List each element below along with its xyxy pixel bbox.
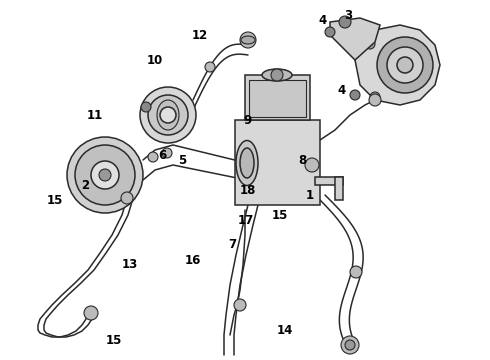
Circle shape [350, 266, 362, 278]
Ellipse shape [262, 69, 292, 81]
Circle shape [84, 306, 98, 320]
Text: 9: 9 [243, 113, 251, 126]
Circle shape [370, 92, 380, 102]
Circle shape [67, 137, 143, 213]
Text: 14: 14 [277, 324, 293, 337]
Circle shape [99, 169, 111, 181]
Text: 16: 16 [185, 253, 201, 266]
Text: 12: 12 [192, 28, 208, 41]
Circle shape [369, 94, 381, 106]
Circle shape [387, 47, 423, 83]
Text: 18: 18 [240, 184, 256, 197]
Bar [335, 177, 343, 200]
Circle shape [339, 16, 351, 28]
Circle shape [325, 27, 335, 37]
Circle shape [350, 90, 360, 100]
Polygon shape [355, 25, 440, 105]
Text: 15: 15 [272, 208, 288, 221]
Text: 1: 1 [306, 189, 314, 202]
Bar [235, 120, 320, 205]
Circle shape [91, 161, 119, 189]
Text: 17: 17 [238, 213, 254, 226]
Bar [315, 177, 343, 185]
Circle shape [205, 62, 215, 72]
Circle shape [271, 69, 283, 81]
Circle shape [141, 102, 151, 112]
Ellipse shape [240, 148, 254, 178]
Ellipse shape [236, 140, 258, 185]
Circle shape [140, 87, 196, 143]
Text: 5: 5 [178, 153, 186, 166]
Circle shape [160, 107, 176, 123]
Text: 4: 4 [319, 14, 327, 27]
Circle shape [75, 145, 135, 205]
Ellipse shape [241, 36, 255, 44]
Text: 7: 7 [228, 239, 236, 252]
Circle shape [162, 148, 172, 158]
Circle shape [305, 158, 319, 172]
Circle shape [345, 340, 355, 350]
Circle shape [365, 39, 375, 49]
Text: 2: 2 [81, 179, 89, 192]
Circle shape [377, 37, 433, 93]
Text: 13: 13 [122, 258, 138, 271]
Polygon shape [330, 18, 380, 60]
Circle shape [397, 57, 413, 73]
Circle shape [148, 95, 188, 135]
Circle shape [240, 32, 256, 48]
Circle shape [234, 299, 246, 311]
Bar [245, 75, 310, 120]
Circle shape [121, 192, 133, 204]
Bar [249, 80, 306, 117]
Circle shape [148, 152, 158, 162]
Circle shape [341, 336, 359, 354]
Text: 15: 15 [47, 194, 63, 207]
Text: 11: 11 [87, 108, 103, 122]
Text: 8: 8 [298, 153, 306, 166]
Text: 15: 15 [106, 333, 122, 346]
Text: 4: 4 [338, 84, 346, 96]
Text: 10: 10 [147, 54, 163, 67]
Ellipse shape [157, 100, 179, 130]
Text: 3: 3 [344, 9, 352, 22]
Text: 6: 6 [158, 149, 166, 162]
